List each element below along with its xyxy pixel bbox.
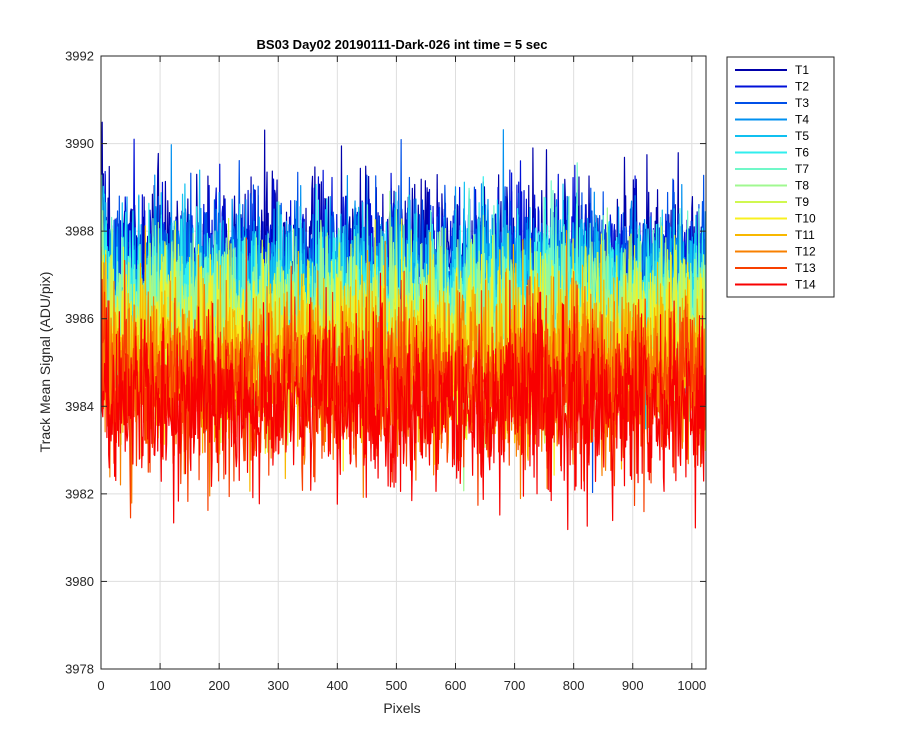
legend-label-t5: T5 (795, 129, 809, 143)
x-tick-label: 1000 (677, 678, 706, 693)
y-axis-label: Track Mean Signal (ADU/pix) (37, 272, 53, 453)
legend-box (726, 56, 835, 298)
x-tick-label: 900 (622, 678, 644, 693)
y-tick-label: 3984 (65, 399, 94, 414)
y-tick-label: 3986 (65, 311, 94, 326)
legend-label-t1: T1 (795, 63, 809, 77)
x-tick-label: 600 (445, 678, 467, 693)
legend-label-t12: T12 (795, 245, 816, 259)
x-tick-label: 300 (267, 678, 289, 693)
x-tick-label: 500 (386, 678, 408, 693)
series-layer (101, 121, 706, 531)
legend-label-t13: T13 (795, 261, 816, 275)
x-tick-labels: 0 100 200 300 400 500 600 700 800 900 1000 (97, 678, 706, 693)
y-tick-label: 3992 (65, 49, 94, 64)
x-tick-label: 800 (563, 678, 585, 693)
ticks (100, 55, 706, 670)
series-line-t14 (101, 272, 706, 531)
y-tick-label: 3988 (65, 224, 94, 239)
legend: T1 T2 T3 T4 T5 T6 T7 T8 T9 T10 T11 T12 T13 T14 (726, 56, 835, 298)
x-tick-label: 0 (97, 678, 104, 693)
legend-label-t9: T9 (795, 195, 809, 209)
plot-frame (100, 55, 707, 670)
x-tick-label: 100 (149, 678, 171, 693)
x-tick-label: 200 (208, 678, 230, 693)
y-tick-label: 3990 (65, 136, 94, 151)
chart-title: BS03 Day02 20190111-Dark-026 int time = … (257, 37, 548, 52)
legend-label-t6: T6 (795, 146, 809, 160)
legend-label-t2: T2 (795, 80, 809, 94)
legend-label-t3: T3 (795, 96, 809, 110)
legend-label-t4: T4 (795, 113, 809, 127)
y-tick-label: 3982 (65, 486, 94, 501)
x-tick-label: 700 (504, 678, 526, 693)
y-tick-label: 3978 (65, 662, 94, 677)
y-tick-label: 3980 (65, 574, 94, 589)
x-tick-label: 400 (326, 678, 348, 693)
legend-label-t14: T14 (795, 278, 816, 292)
x-axis-label: Pixels (383, 700, 420, 716)
y-tick-labels: 3978 3980 3982 3984 3986 3988 3990 3992 (65, 49, 94, 677)
legend-label-t10: T10 (795, 212, 816, 226)
legend-label-t11: T11 (795, 228, 815, 242)
legend-label-t8: T8 (795, 179, 809, 193)
legend-label-t7: T7 (795, 162, 809, 176)
